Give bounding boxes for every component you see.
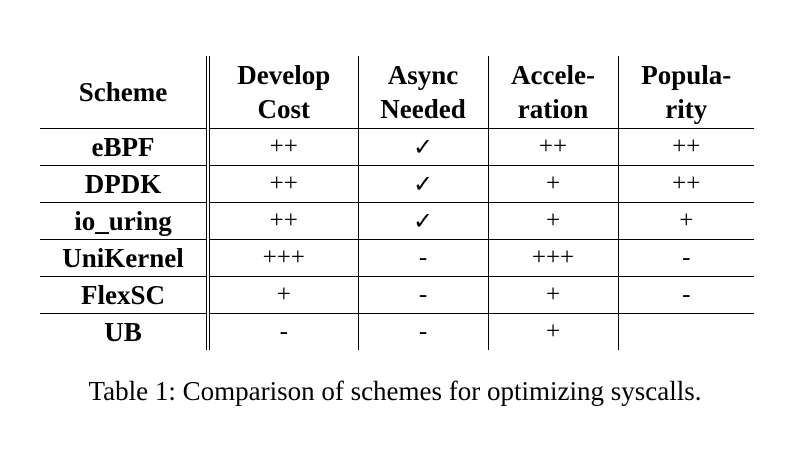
cell-async-needed: -	[358, 239, 489, 277]
table-row: UniKernel +++ - +++ -	[40, 239, 754, 277]
table-body: eBPF ++ ✓ ++ ++ DPDK ++ ✓ + ++ io_uring ++ ✓ + + UniKer…	[40, 128, 754, 350]
header-popularity-line2: rity	[665, 94, 708, 124]
cell-develop-cost: ++	[208, 165, 359, 203]
table-row: UB - - +	[40, 313, 754, 350]
cell-async-needed: ✓	[358, 165, 489, 203]
cell-develop-cost: +++	[208, 239, 359, 277]
header-develop-cost-line1: Develop	[237, 60, 331, 90]
cell-scheme: UB	[40, 313, 210, 350]
header-acceleration-line1: Accele-	[511, 60, 595, 90]
table-row: FlexSC + - + -	[40, 276, 754, 314]
table-caption: Table 1: Comparison of schemes for optim…	[88, 376, 702, 406]
cell-scheme: eBPF	[40, 128, 210, 166]
cell-popularity: +	[618, 202, 754, 240]
cell-develop-cost: -	[208, 313, 359, 350]
header-acceleration: Accele- ration	[488, 56, 619, 129]
cell-popularity: ++	[618, 165, 754, 203]
cell-popularity: -	[618, 276, 754, 314]
header-async-needed-line1: Async	[387, 60, 459, 90]
header-async-needed-line2: Needed	[380, 94, 466, 124]
cell-popularity: -	[618, 239, 754, 277]
cell-async-needed: -	[358, 276, 489, 314]
header-scheme: Scheme	[40, 56, 210, 129]
cell-scheme: UniKernel	[40, 239, 210, 277]
cell-scheme: FlexSC	[40, 276, 210, 314]
header-popularity-line1: Popula-	[641, 60, 732, 90]
header-develop-cost-line2: Cost	[257, 94, 311, 124]
cell-develop-cost: ++	[208, 202, 359, 240]
table-row: io_uring ++ ✓ + +	[40, 202, 754, 240]
comparison-table: Scheme Develop Cost Async Needed Accele-…	[40, 56, 754, 350]
cell-acceleration: +	[488, 165, 619, 203]
cell-acceleration: +	[488, 276, 619, 314]
cell-async-needed: -	[358, 313, 489, 350]
header-popularity: Popula- rity	[618, 56, 754, 129]
cell-develop-cost: ++	[208, 128, 359, 166]
cell-acceleration: +	[488, 202, 619, 240]
cell-acceleration: +	[488, 313, 619, 350]
cell-develop-cost: +	[208, 276, 359, 314]
cell-scheme: io_uring	[40, 202, 210, 240]
table-header-row: Scheme Develop Cost Async Needed Accele-…	[40, 56, 754, 129]
header-develop-cost: Develop Cost	[208, 56, 359, 129]
cell-scheme: DPDK	[40, 165, 210, 203]
table-row: DPDK ++ ✓ + ++	[40, 165, 754, 203]
cell-popularity	[618, 313, 754, 350]
cell-async-needed: ✓	[358, 202, 489, 240]
table-row: eBPF ++ ✓ ++ ++	[40, 128, 754, 166]
header-async-needed: Async Needed	[358, 56, 489, 129]
cell-acceleration: ++	[488, 128, 619, 166]
header-acceleration-line2: ration	[517, 94, 589, 124]
header-scheme-line1: Scheme	[78, 77, 168, 107]
comparison-table-container: Scheme Develop Cost Async Needed Accele-…	[40, 56, 754, 350]
cell-popularity: ++	[618, 128, 754, 166]
cell-acceleration: +++	[488, 239, 619, 277]
cell-async-needed: ✓	[358, 128, 489, 166]
